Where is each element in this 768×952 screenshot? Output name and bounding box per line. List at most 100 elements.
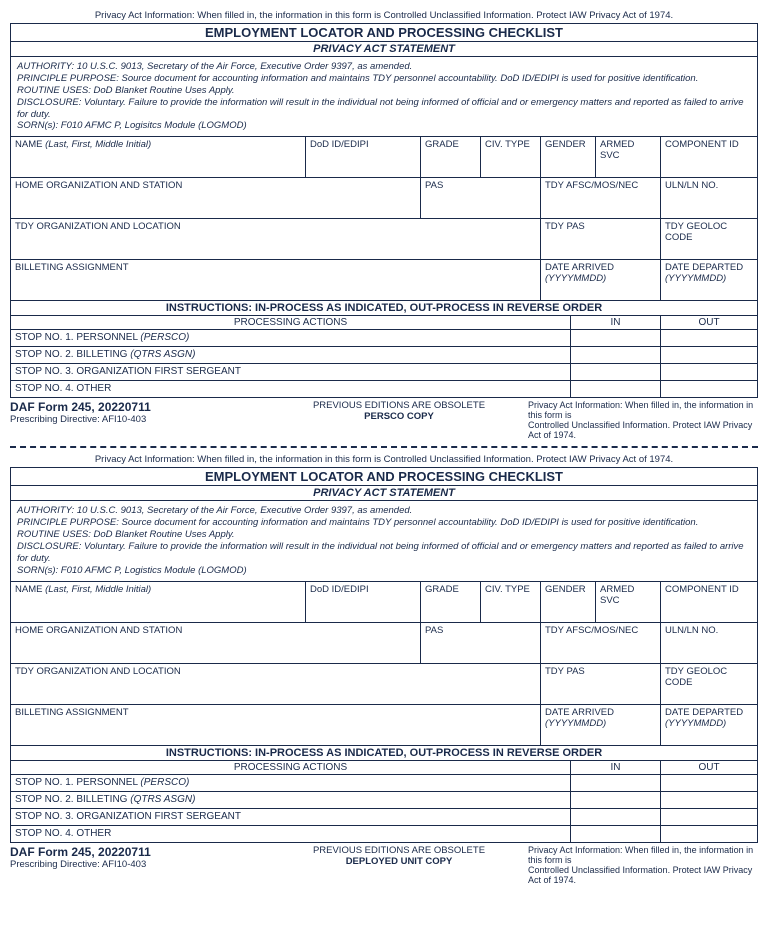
action-row-4: STOP NO. 4. OTHER xyxy=(11,826,757,843)
cell-date-departed: DATE DEPARTED(YYYYMMDD) xyxy=(661,705,757,745)
action-label: STOP NO. 3. ORGANIZATION FIRST SERGEANT xyxy=(11,809,571,825)
actions-header-row: PROCESSING ACTIONS IN OUT xyxy=(11,761,757,775)
action-in xyxy=(571,330,661,346)
top-privacy: Privacy Act Information: When filled in,… xyxy=(10,10,758,21)
cell-gender: GENDER xyxy=(541,137,596,177)
cell-billeting: BILLETING ASSIGNMENT xyxy=(11,705,541,745)
privacy-subtitle: PRIVACY ACT STATEMENT xyxy=(11,486,757,501)
row-billeting: BILLETING ASSIGNMENT DATE ARRIVED(YYYYMM… xyxy=(11,260,757,301)
action-out xyxy=(661,330,757,346)
row-homeorg: HOME ORGANIZATION AND STATION PAS TDY AF… xyxy=(11,623,757,664)
row-name: NAME (Last, First, Middle Initial) DoD I… xyxy=(11,137,757,178)
action-out xyxy=(661,826,757,842)
cell-dodid: DoD ID/EDIPI xyxy=(306,582,421,622)
action-label: STOP NO. 1. PERSONNEL (PERSCO) xyxy=(11,775,571,791)
cell-componentid: COMPONENT ID xyxy=(661,137,757,177)
form-wrap: EMPLOYMENT LOCATOR AND PROCESSING CHECKL… xyxy=(10,23,758,398)
action-label: STOP NO. 2. BILLETING (QTRS ASGN) xyxy=(11,792,571,808)
action-row-2: STOP NO. 2. BILLETING (QTRS ASGN) xyxy=(11,792,757,809)
cell-date-departed: DATE DEPARTED(YYYYMMDD) xyxy=(661,260,757,300)
cell-tdy-afsc: TDY AFSC/MOS/NEC xyxy=(541,623,661,663)
actions-header-row: PROCESSING ACTIONS IN OUT xyxy=(11,316,757,330)
actions-header-out: OUT xyxy=(661,316,757,329)
cell-civtype: CIV. TYPE xyxy=(481,582,541,622)
tear-line xyxy=(10,446,758,448)
actions-header-out: OUT xyxy=(661,761,757,774)
footer-privacy-1: Privacy Act Information: When filled in,… xyxy=(528,400,758,420)
action-out xyxy=(661,775,757,791)
action-out xyxy=(661,792,757,808)
action-label: STOP NO. 1. PERSONNEL (PERSCO) xyxy=(11,330,571,346)
action-in xyxy=(571,381,661,397)
cell-tdy-afsc: TDY AFSC/MOS/NEC xyxy=(541,178,661,218)
cell-gender: GENDER xyxy=(541,582,596,622)
action-row-4: STOP NO. 4. OTHER xyxy=(11,381,757,398)
row-homeorg: HOME ORGANIZATION AND STATION PAS TDY AF… xyxy=(11,178,757,219)
cell-armedsvc: ARMED SVC xyxy=(596,137,661,177)
action-in xyxy=(571,347,661,363)
row-tdyorg: TDY ORGANIZATION AND LOCATION TDY PAS TD… xyxy=(11,219,757,260)
row-billeting: BILLETING ASSIGNMENT DATE ARRIVED(YYYYMM… xyxy=(11,705,757,746)
cell-billeting: BILLETING ASSIGNMENT xyxy=(11,260,541,300)
footer-privacy-1: Privacy Act Information: When filled in,… xyxy=(528,845,758,865)
copy-label: DEPLOYED UNIT COPY xyxy=(270,856,528,867)
action-out xyxy=(661,347,757,363)
instructions-header: INSTRUCTIONS: IN-PROCESS AS INDICATED, O… xyxy=(11,746,757,761)
editions-obsolete: PREVIOUS EDITIONS ARE OBSOLETE xyxy=(270,845,528,856)
action-out xyxy=(661,809,757,825)
row-name: NAME (Last, First, Middle Initial) DoD I… xyxy=(11,582,757,623)
action-row-3: STOP NO. 3. ORGANIZATION FIRST SERGEANT xyxy=(11,364,757,381)
cell-grade: GRADE xyxy=(421,137,481,177)
cell-componentid: COMPONENT ID xyxy=(661,582,757,622)
action-out xyxy=(661,364,757,380)
action-out xyxy=(661,381,757,397)
instructions-header: INSTRUCTIONS: IN-PROCESS AS INDICATED, O… xyxy=(11,301,757,316)
privacy-statement: AUTHORITY: 10 U.S.C. 9013, Secretary of … xyxy=(11,501,757,581)
top-privacy: Privacy Act Information: When filled in,… xyxy=(10,454,758,465)
cell-dodid: DoD ID/EDIPI xyxy=(306,137,421,177)
action-label: STOP NO. 2. BILLETING (QTRS ASGN) xyxy=(11,347,571,363)
cell-pas: PAS xyxy=(421,623,541,663)
actions-header-actions: PROCESSING ACTIONS xyxy=(11,761,571,774)
cell-uln: ULN/LN NO. xyxy=(661,623,757,663)
action-in xyxy=(571,775,661,791)
cell-homeorg: HOME ORGANIZATION AND STATION xyxy=(11,623,421,663)
cell-grade: GRADE xyxy=(421,582,481,622)
action-in xyxy=(571,826,661,842)
copy-label: PERSCO COPY xyxy=(270,411,528,422)
cell-tdypas: TDY PAS xyxy=(541,664,661,704)
cell-geoloc: TDY GEOLOC CODE xyxy=(661,219,757,259)
action-in xyxy=(571,809,661,825)
footer-privacy-2: Controlled Unclassified Information. Pro… xyxy=(528,865,758,885)
actions-header-in: IN xyxy=(571,316,661,329)
form-number: DAF Form 245, 20220711 xyxy=(10,400,270,414)
action-row-1: STOP NO. 1. PERSONNEL (PERSCO) xyxy=(11,775,757,792)
prescribing-directive: Prescribing Directive: AFI10-403 xyxy=(10,414,270,425)
cell-geoloc: TDY GEOLOC CODE xyxy=(661,664,757,704)
form-number: DAF Form 245, 20220711 xyxy=(10,845,270,859)
privacy-statement: AUTHORITY: 10 U.S.C. 9013, Secretary of … xyxy=(11,57,757,137)
action-row-2: STOP NO. 2. BILLETING (QTRS ASGN) xyxy=(11,347,757,364)
cell-name: NAME (Last, First, Middle Initial) xyxy=(11,582,306,622)
action-in xyxy=(571,364,661,380)
form-footer: DAF Form 245, 20220711 Prescribing Direc… xyxy=(10,398,758,440)
cell-pas: PAS xyxy=(421,178,541,218)
cell-name: NAME (Last, First, Middle Initial) xyxy=(11,137,306,177)
cell-armedsvc: ARMED SVC xyxy=(596,582,661,622)
cell-tdypas: TDY PAS xyxy=(541,219,661,259)
action-in xyxy=(571,792,661,808)
row-tdyorg: TDY ORGANIZATION AND LOCATION TDY PAS TD… xyxy=(11,664,757,705)
prescribing-directive: Prescribing Directive: AFI10-403 xyxy=(10,859,270,870)
action-label: STOP NO. 4. OTHER xyxy=(11,381,571,397)
cell-date-arrived: DATE ARRIVED(YYYYMMDD) xyxy=(541,260,661,300)
form-footer: DAF Form 245, 20220711 Prescribing Direc… xyxy=(10,843,758,885)
action-label: STOP NO. 3. ORGANIZATION FIRST SERGEANT xyxy=(11,364,571,380)
cell-civtype: CIV. TYPE xyxy=(481,137,541,177)
cell-tdyorg: TDY ORGANIZATION AND LOCATION xyxy=(11,219,541,259)
cell-date-arrived: DATE ARRIVED(YYYYMMDD) xyxy=(541,705,661,745)
form-title: EMPLOYMENT LOCATOR AND PROCESSING CHECKL… xyxy=(11,24,757,42)
cell-tdyorg: TDY ORGANIZATION AND LOCATION xyxy=(11,664,541,704)
form-title: EMPLOYMENT LOCATOR AND PROCESSING CHECKL… xyxy=(11,468,757,486)
footer-privacy-2: Controlled Unclassified Information. Pro… xyxy=(528,420,758,440)
editions-obsolete: PREVIOUS EDITIONS ARE OBSOLETE xyxy=(270,400,528,411)
